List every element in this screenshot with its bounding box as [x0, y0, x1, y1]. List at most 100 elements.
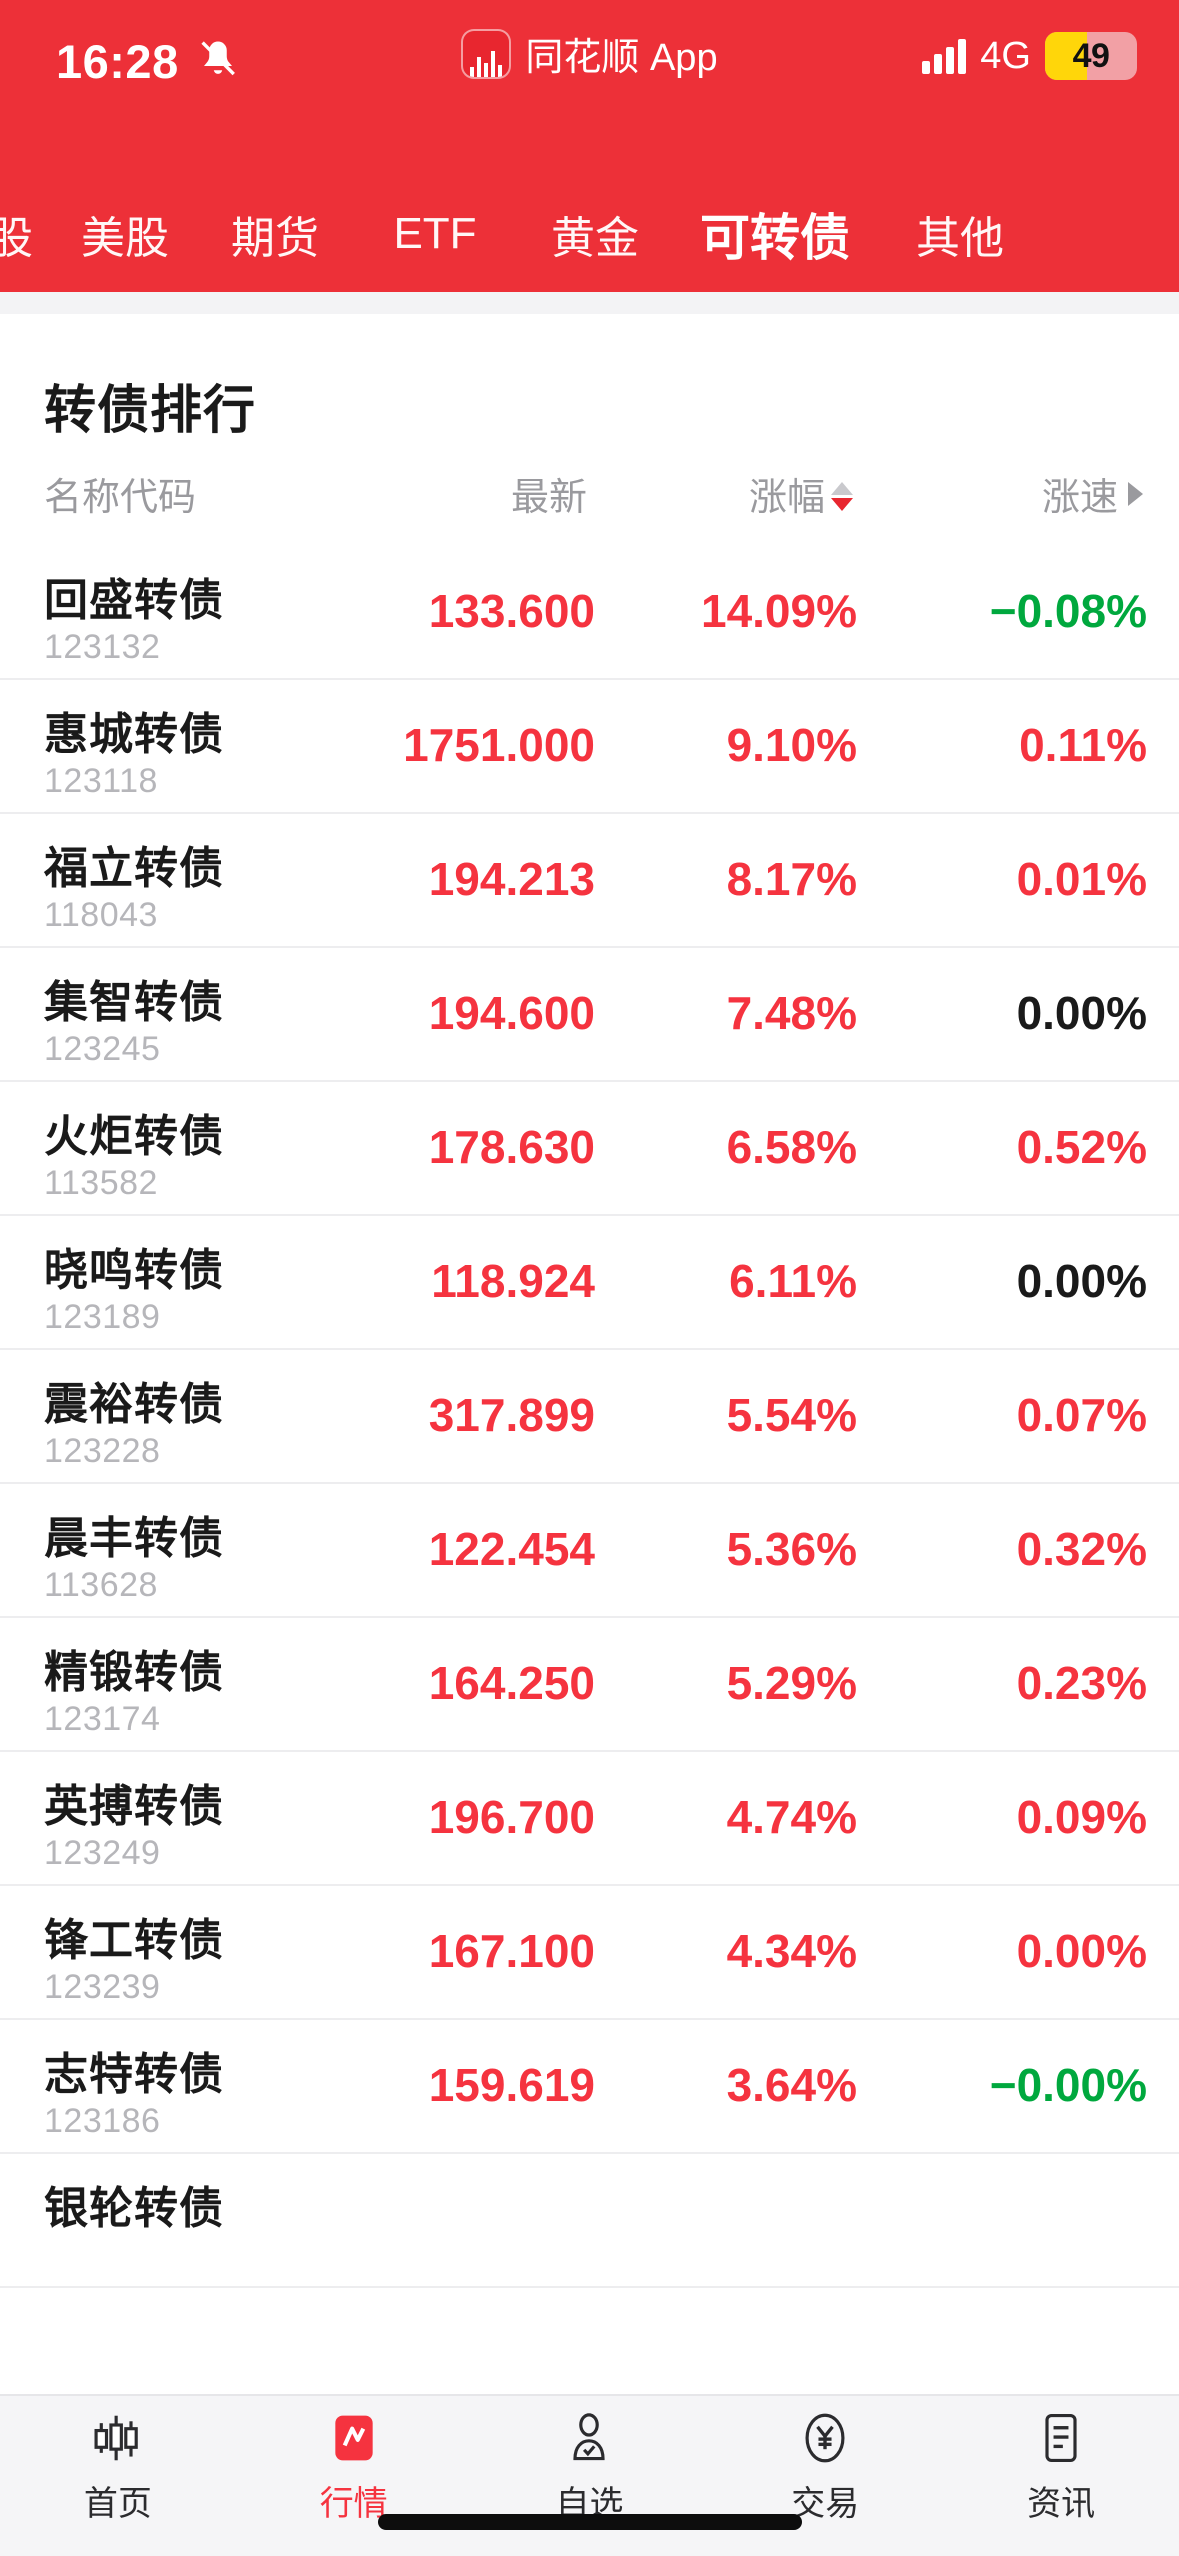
triangle-down-icon — [831, 498, 853, 511]
bond-name: 震裕转债 — [44, 1380, 224, 1429]
bond-change-speed: −0.00% — [989, 2059, 1147, 2111]
bond-change-pct: 6.11% — [729, 1255, 857, 1307]
nav-item-home[interactable]: 首页 — [0, 2410, 236, 2525]
status-bar-clock: 16:28 — [56, 35, 179, 88]
triangle-right-icon[interactable] — [1128, 481, 1143, 506]
bond-name: 福立转债 — [44, 844, 224, 893]
table-row[interactable]: 集智转债 123245 194.600 7.48% 0.00% — [0, 948, 1179, 1082]
nav-item-home-label: 首页 — [83, 2485, 152, 2523]
battery-fill — [1045, 32, 1088, 80]
bond-latest-price: 118.924 — [431, 1255, 595, 1307]
bond-latest-price: 178.630 — [428, 1121, 595, 1173]
table-row[interactable]: 志特转债 123186 159.619 3.64% −0.00% — [0, 2020, 1179, 2154]
table-row[interactable]: 福立转债 118043 194.213 8.17% 0.01% — [0, 814, 1179, 948]
status-bar-app-indicator: 同花顺 App — [0, 26, 1179, 81]
bond-code: 123245 — [44, 1030, 161, 1068]
network-type-label: 4G — [980, 34, 1031, 77]
tab-qita[interactable]: 其他 — [916, 214, 1004, 263]
bond-change-pct: 5.29% — [726, 1657, 857, 1709]
bond-change-speed: 0.52% — [1016, 1121, 1147, 1173]
bond-latest-price: 167.100 — [428, 1925, 595, 1977]
bond-latest-price: 194.213 — [428, 853, 595, 905]
tab-etf[interactable]: ETF — [393, 209, 477, 258]
quote-trend-icon — [326, 2410, 382, 2466]
section-divider — [0, 292, 1179, 314]
bond-change-speed: 0.00% — [1016, 1255, 1147, 1307]
bond-change-speed: 0.11% — [1019, 719, 1147, 771]
tab-qihuo[interactable]: 期货 — [231, 214, 319, 263]
table-row[interactable]: 晨丰转债 113628 122.454 5.36% 0.32% — [0, 1484, 1179, 1618]
battery-indicator: 49 — [1045, 32, 1137, 80]
table-row[interactable]: 震裕转债 123228 317.899 5.54% 0.07% — [0, 1350, 1179, 1484]
home-indicator — [377, 2514, 802, 2530]
bond-change-pct: 8.17% — [726, 853, 857, 905]
tab-meigu[interactable]: 美股 — [81, 214, 169, 263]
sort-arrows[interactable] — [831, 476, 853, 511]
bond-change-pct: 6.58% — [726, 1121, 857, 1173]
column-header-change-speed-label: 涨速 — [1041, 477, 1118, 519]
bond-ranking-list[interactable]: 回盛转债 123132 133.600 14.09% −0.08% 惠城转债 123118 1… — [0, 546, 1179, 2394]
table-row[interactable]: 银轮转债 — [0, 2154, 1179, 2288]
bottom-navigation-bar[interactable]: 首页 行情 自选 — [0, 2394, 1179, 2556]
battery-level-label: 49 — [1072, 36, 1110, 75]
market-category-tabs[interactable]: 股 美股 期货 ETF 黄金 可转债 其他 — [0, 176, 1179, 292]
table-row[interactable]: 火炬转债 113582 178.630 6.58% 0.52% — [0, 1082, 1179, 1216]
table-row[interactable]: 晓鸣转债 123189 118.924 6.11% 0.00% — [0, 1216, 1179, 1350]
bond-change-pct: 5.54% — [726, 1389, 857, 1441]
news-list-icon — [1033, 2410, 1089, 2466]
bond-change-pct: 5.36% — [726, 1523, 857, 1575]
bond-code: 123132 — [44, 628, 161, 666]
bond-change-speed: 0.00% — [1016, 987, 1147, 1039]
signal-bars-icon — [922, 38, 967, 74]
table-row[interactable]: 英搏转债 123249 196.700 4.74% 0.09% — [0, 1752, 1179, 1886]
bond-change-speed: 0.09% — [1016, 1791, 1147, 1843]
tab-gu[interactable]: 股 — [0, 214, 33, 263]
page-title: 转债排行 — [44, 382, 257, 440]
triangle-up-icon — [831, 482, 853, 495]
bond-change-pct: 4.74% — [726, 1791, 857, 1843]
bond-latest-price: 1751.000 — [403, 719, 595, 771]
bond-change-speed: −0.08% — [989, 585, 1147, 637]
table-row[interactable]: 精锻转债 123174 164.250 5.29% 0.23% — [0, 1618, 1179, 1752]
bond-latest-price: 159.619 — [428, 2059, 595, 2111]
nav-item-watchlist[interactable]: 自选 — [472, 2410, 708, 2525]
status-bar-right-cluster: 4G 49 — [922, 32, 1137, 80]
bond-change-pct: 4.34% — [726, 1925, 857, 1977]
table-row[interactable]: 惠城转债 123118 1751.000 9.10% 0.11% — [0, 680, 1179, 814]
bond-code: 123186 — [44, 2102, 161, 2140]
column-header-change-speed[interactable]: 涨速 — [1042, 466, 1143, 521]
person-check-icon — [561, 2410, 617, 2466]
bond-change-pct: 9.10% — [726, 719, 857, 771]
bond-latest-price: 133.600 — [428, 585, 595, 637]
bond-code: 113582 — [44, 1164, 158, 1202]
bond-change-pct: 14.09% — [700, 585, 857, 637]
yuan-circle-icon — [797, 2410, 853, 2466]
bond-name: 火炬转债 — [44, 1112, 224, 1161]
nav-item-quotes[interactable]: 行情 — [236, 2410, 472, 2525]
bond-change-speed: 0.00% — [1016, 1925, 1147, 1977]
table-row[interactable]: 锋工转债 123239 167.100 4.34% 0.00% — [0, 1886, 1179, 2020]
bond-name: 英搏转债 — [44, 1782, 224, 1831]
table-row[interactable]: 回盛转债 123132 133.600 14.09% −0.08% — [0, 546, 1179, 680]
nav-item-news[interactable]: 资讯 — [943, 2410, 1179, 2525]
bond-code: 123239 — [44, 1968, 161, 2006]
bond-latest-price: 317.899 — [428, 1389, 595, 1441]
table-header: 名称代码 最新 涨幅 涨速 — [0, 466, 1179, 546]
bond-change-pct: 3.64% — [726, 2059, 857, 2111]
bond-name: 志特转债 — [44, 2050, 224, 2099]
bond-code: 123228 — [44, 1432, 161, 1470]
bond-change-speed: 0.01% — [1016, 853, 1147, 905]
status-bar-app-title: 同花顺 App — [525, 37, 718, 79]
bond-name: 集智转债 — [44, 978, 224, 1027]
column-header-name-code[interactable]: 名称代码 — [44, 477, 197, 519]
bond-code: 123249 — [44, 1834, 161, 1872]
column-header-latest[interactable]: 最新 — [510, 477, 587, 519]
nav-item-trade[interactable]: 交易 — [707, 2410, 943, 2525]
tab-huangjin[interactable]: 黄金 — [551, 214, 639, 263]
tab-kezhuanzhai[interactable]: 可转债 — [700, 210, 850, 266]
bond-code: 123174 — [44, 1700, 161, 1738]
candlestick-logo-icon — [461, 28, 512, 79]
column-header-change-pct[interactable]: 涨幅 — [749, 466, 853, 521]
bell-slash-icon — [201, 41, 235, 76]
